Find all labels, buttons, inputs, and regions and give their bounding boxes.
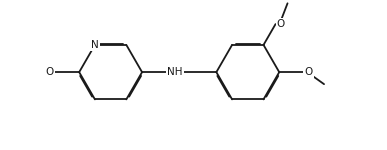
Text: O: O: [305, 67, 313, 77]
Text: O: O: [277, 19, 285, 29]
Text: NH: NH: [167, 67, 183, 77]
Text: O: O: [46, 67, 54, 77]
Text: N: N: [91, 40, 99, 50]
